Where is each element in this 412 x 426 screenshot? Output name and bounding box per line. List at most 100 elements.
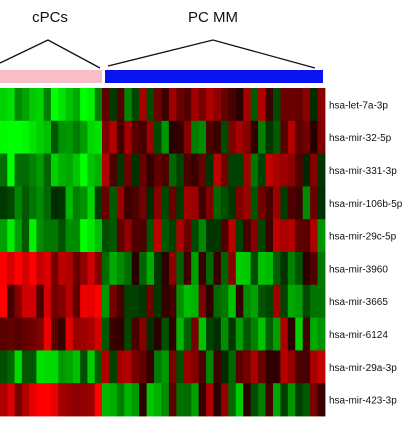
heatmap-cell [51,153,59,187]
heatmap-cell [206,120,214,154]
heatmap-cell [131,153,140,187]
heatmap-cell [80,153,88,187]
heatmap-cell [116,252,125,286]
heatmap-cell [0,88,8,122]
heatmap-cell [7,383,15,417]
heatmap-cell [131,186,140,220]
heatmap-cell [139,88,147,122]
heatmap-cell [43,383,52,417]
heatmap-cell [36,252,45,286]
heatmap-cell [168,350,177,384]
heatmap-cell [65,383,74,417]
heatmap-cell [265,88,274,122]
heatmap-cell [302,88,311,122]
heatmap-cell [21,88,30,122]
heatmap-cell [287,88,296,122]
heatmap-cell [72,186,81,220]
heatmap-cell [154,284,162,318]
heatmap-cell [176,317,185,351]
heatmap-cell [176,120,185,154]
heatmap-cell [213,284,222,318]
heatmap-cell [21,383,30,417]
heatmap-cell [87,383,96,417]
heatmap-cell [272,186,281,220]
heatmap-cell [58,153,66,187]
heatmap-cell [146,252,155,286]
heatmap-cell [280,186,289,220]
heatmap-cell [14,252,23,286]
heatmap-cell [265,252,274,286]
heatmap-cell [154,350,162,384]
heatmap-cell [183,252,192,286]
heatmap-cell [220,317,229,351]
row-label: hsa-mir-3665 [329,297,388,308]
heatmap-cell [258,219,266,253]
heatmap-cell [65,317,74,351]
heatmap-cell [302,350,311,384]
heatmap-cell [235,252,244,286]
heatmap-cell [206,153,214,187]
heatmap-cell [213,186,222,220]
heatmap-cell [168,153,177,187]
heatmap-cell [258,88,266,122]
heatmap-cell [94,252,103,286]
heatmap-cell [258,383,266,417]
heatmap-cell [51,383,59,417]
heatmap-cell [176,88,185,122]
heatmap-cell [14,317,23,351]
heatmap-cell [317,120,326,154]
heatmap-cell [51,284,59,318]
heatmap-cell [243,284,252,318]
heatmap-cell [258,284,266,318]
heatmap-cell [7,88,15,122]
heatmap-cell [191,252,200,286]
heatmap-cell [109,186,118,220]
heatmap-cell [154,219,162,253]
heatmap-cell [124,219,133,253]
heatmap-cell [161,88,170,122]
heatmap-cell [154,120,162,154]
heatmap-cell [36,317,45,351]
heatmap-cell [272,284,281,318]
heatmap-cell [43,219,52,253]
heatmap-cell [183,120,192,154]
heatmap-cell [80,120,88,154]
heatmap-cell [58,350,66,384]
heatmap-cell [250,219,259,253]
heatmap-cell [124,120,133,154]
heatmap-cell [102,284,110,318]
heatmap-cell [87,350,96,384]
heatmap-cell [191,186,200,220]
heatmap-cell [176,153,185,187]
heatmap-cell [109,284,118,318]
heatmap-cell [102,317,110,351]
heatmap-cell [302,219,311,253]
heatmap-cell [21,350,30,384]
heatmap-cell [29,350,37,384]
row-label: hsa-mir-3960 [329,264,388,275]
heatmap-cell [243,252,252,286]
heatmap-cell [280,153,289,187]
heatmap-cell [272,317,281,351]
bracket-pc-mm [107,39,316,69]
heatmap-cell [317,350,326,384]
heatmap-cell [0,252,8,286]
heatmap-cell [80,284,88,318]
heatmap-cell [198,284,207,318]
heatmap-cell [213,120,222,154]
heatmap-cell [176,186,185,220]
heatmap-cell [94,186,103,220]
heatmap-cell [183,284,192,318]
heatmap-cell [228,284,237,318]
heatmap-cell [116,317,125,351]
heatmap-cell [94,88,103,122]
heatmap-cell [176,219,185,253]
heatmap-cell [310,88,318,122]
row-label: hsa-mir-29c-5p [329,232,397,243]
heatmap-cell [265,219,274,253]
heatmap-cell [213,383,222,417]
heatmap-cell [139,153,147,187]
heatmap-cell [198,219,207,253]
heatmap-cell [58,284,66,318]
heatmap-cell [250,186,259,220]
